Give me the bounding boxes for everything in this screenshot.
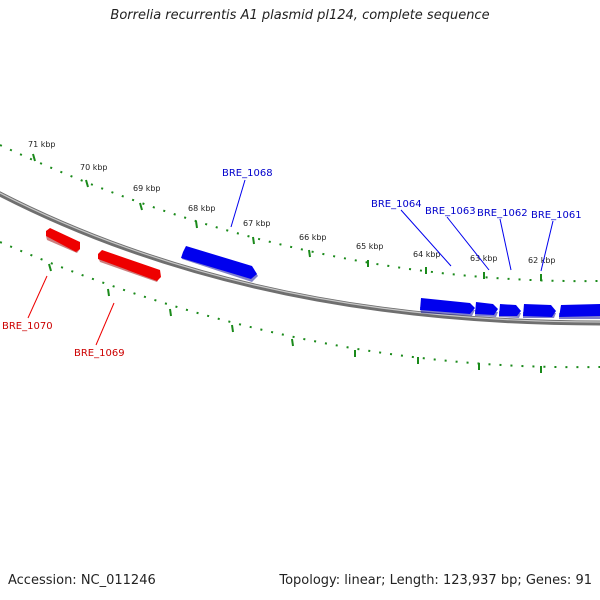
kbp-label-62: 62 kbp (528, 256, 556, 265)
gene-label-bre-1069[interactable]: BRE_1069 (74, 348, 125, 359)
kbp-label-64: 64 kbp (413, 250, 441, 259)
accession-text: Accession: NC_011246 (8, 573, 156, 588)
gene-arrow-bre-1061[interactable] (523, 304, 556, 318)
gene-label-bre-1068[interactable]: BRE_1068 (222, 168, 273, 179)
connector-bre-1061 (540, 220, 554, 272)
outer-scale-ticks (32, 153, 542, 281)
kbp-label-68: 68 kbp (188, 204, 216, 213)
gene-label-bre-1064[interactable]: BRE_1064 (371, 199, 422, 210)
gene-arrow-next[interactable] (559, 304, 600, 319)
gene-arrow-bre-1068[interactable] (181, 246, 258, 282)
gene-label-bre-1061[interactable]: BRE_1061 (531, 210, 582, 221)
kbp-label-69: 69 kbp (133, 184, 161, 193)
connector-bre-1064 (400, 209, 452, 267)
topology-summary: Topology: linear; Length: 123,937 bp; Ge… (279, 573, 592, 588)
kbp-label-63: 63 kbp (470, 254, 498, 263)
connector-bre-1068 (230, 179, 246, 228)
gene-arrow-bre-1070[interactable] (46, 228, 80, 253)
gene-arrow-bre-1062[interactable] (499, 304, 521, 318)
kbp-label-71: 71 kbp (28, 140, 56, 149)
map-title: Borrelia recurrentis A1 plasmid pl124, c… (110, 8, 490, 23)
inner-scale-ticks (48, 263, 542, 373)
kbp-label-65: 65 kbp (356, 242, 384, 251)
gene-arrow-bre-1069[interactable] (98, 250, 161, 282)
connector-bre-1063 (446, 216, 490, 271)
connector-bre-1069 (95, 302, 115, 346)
kbp-label-66: 66 kbp (299, 233, 327, 242)
gene-label-bre-1063[interactable]: BRE_1063 (425, 206, 476, 217)
gene-label-bre-1062[interactable]: BRE_1062 (477, 208, 528, 219)
gene-label-bre-1070[interactable]: BRE_1070 (2, 321, 53, 332)
connector-bre-1070 (27, 275, 48, 319)
connector-bre-1062 (499, 218, 512, 271)
sequence-backbone (0, 191, 600, 326)
kbp-label-70: 70 kbp (80, 163, 108, 172)
gene-arrow-bre-1063[interactable] (475, 302, 498, 317)
gene-arrow-bre-1064[interactable] (420, 298, 475, 316)
kbp-label-67: 67 kbp (243, 219, 271, 228)
